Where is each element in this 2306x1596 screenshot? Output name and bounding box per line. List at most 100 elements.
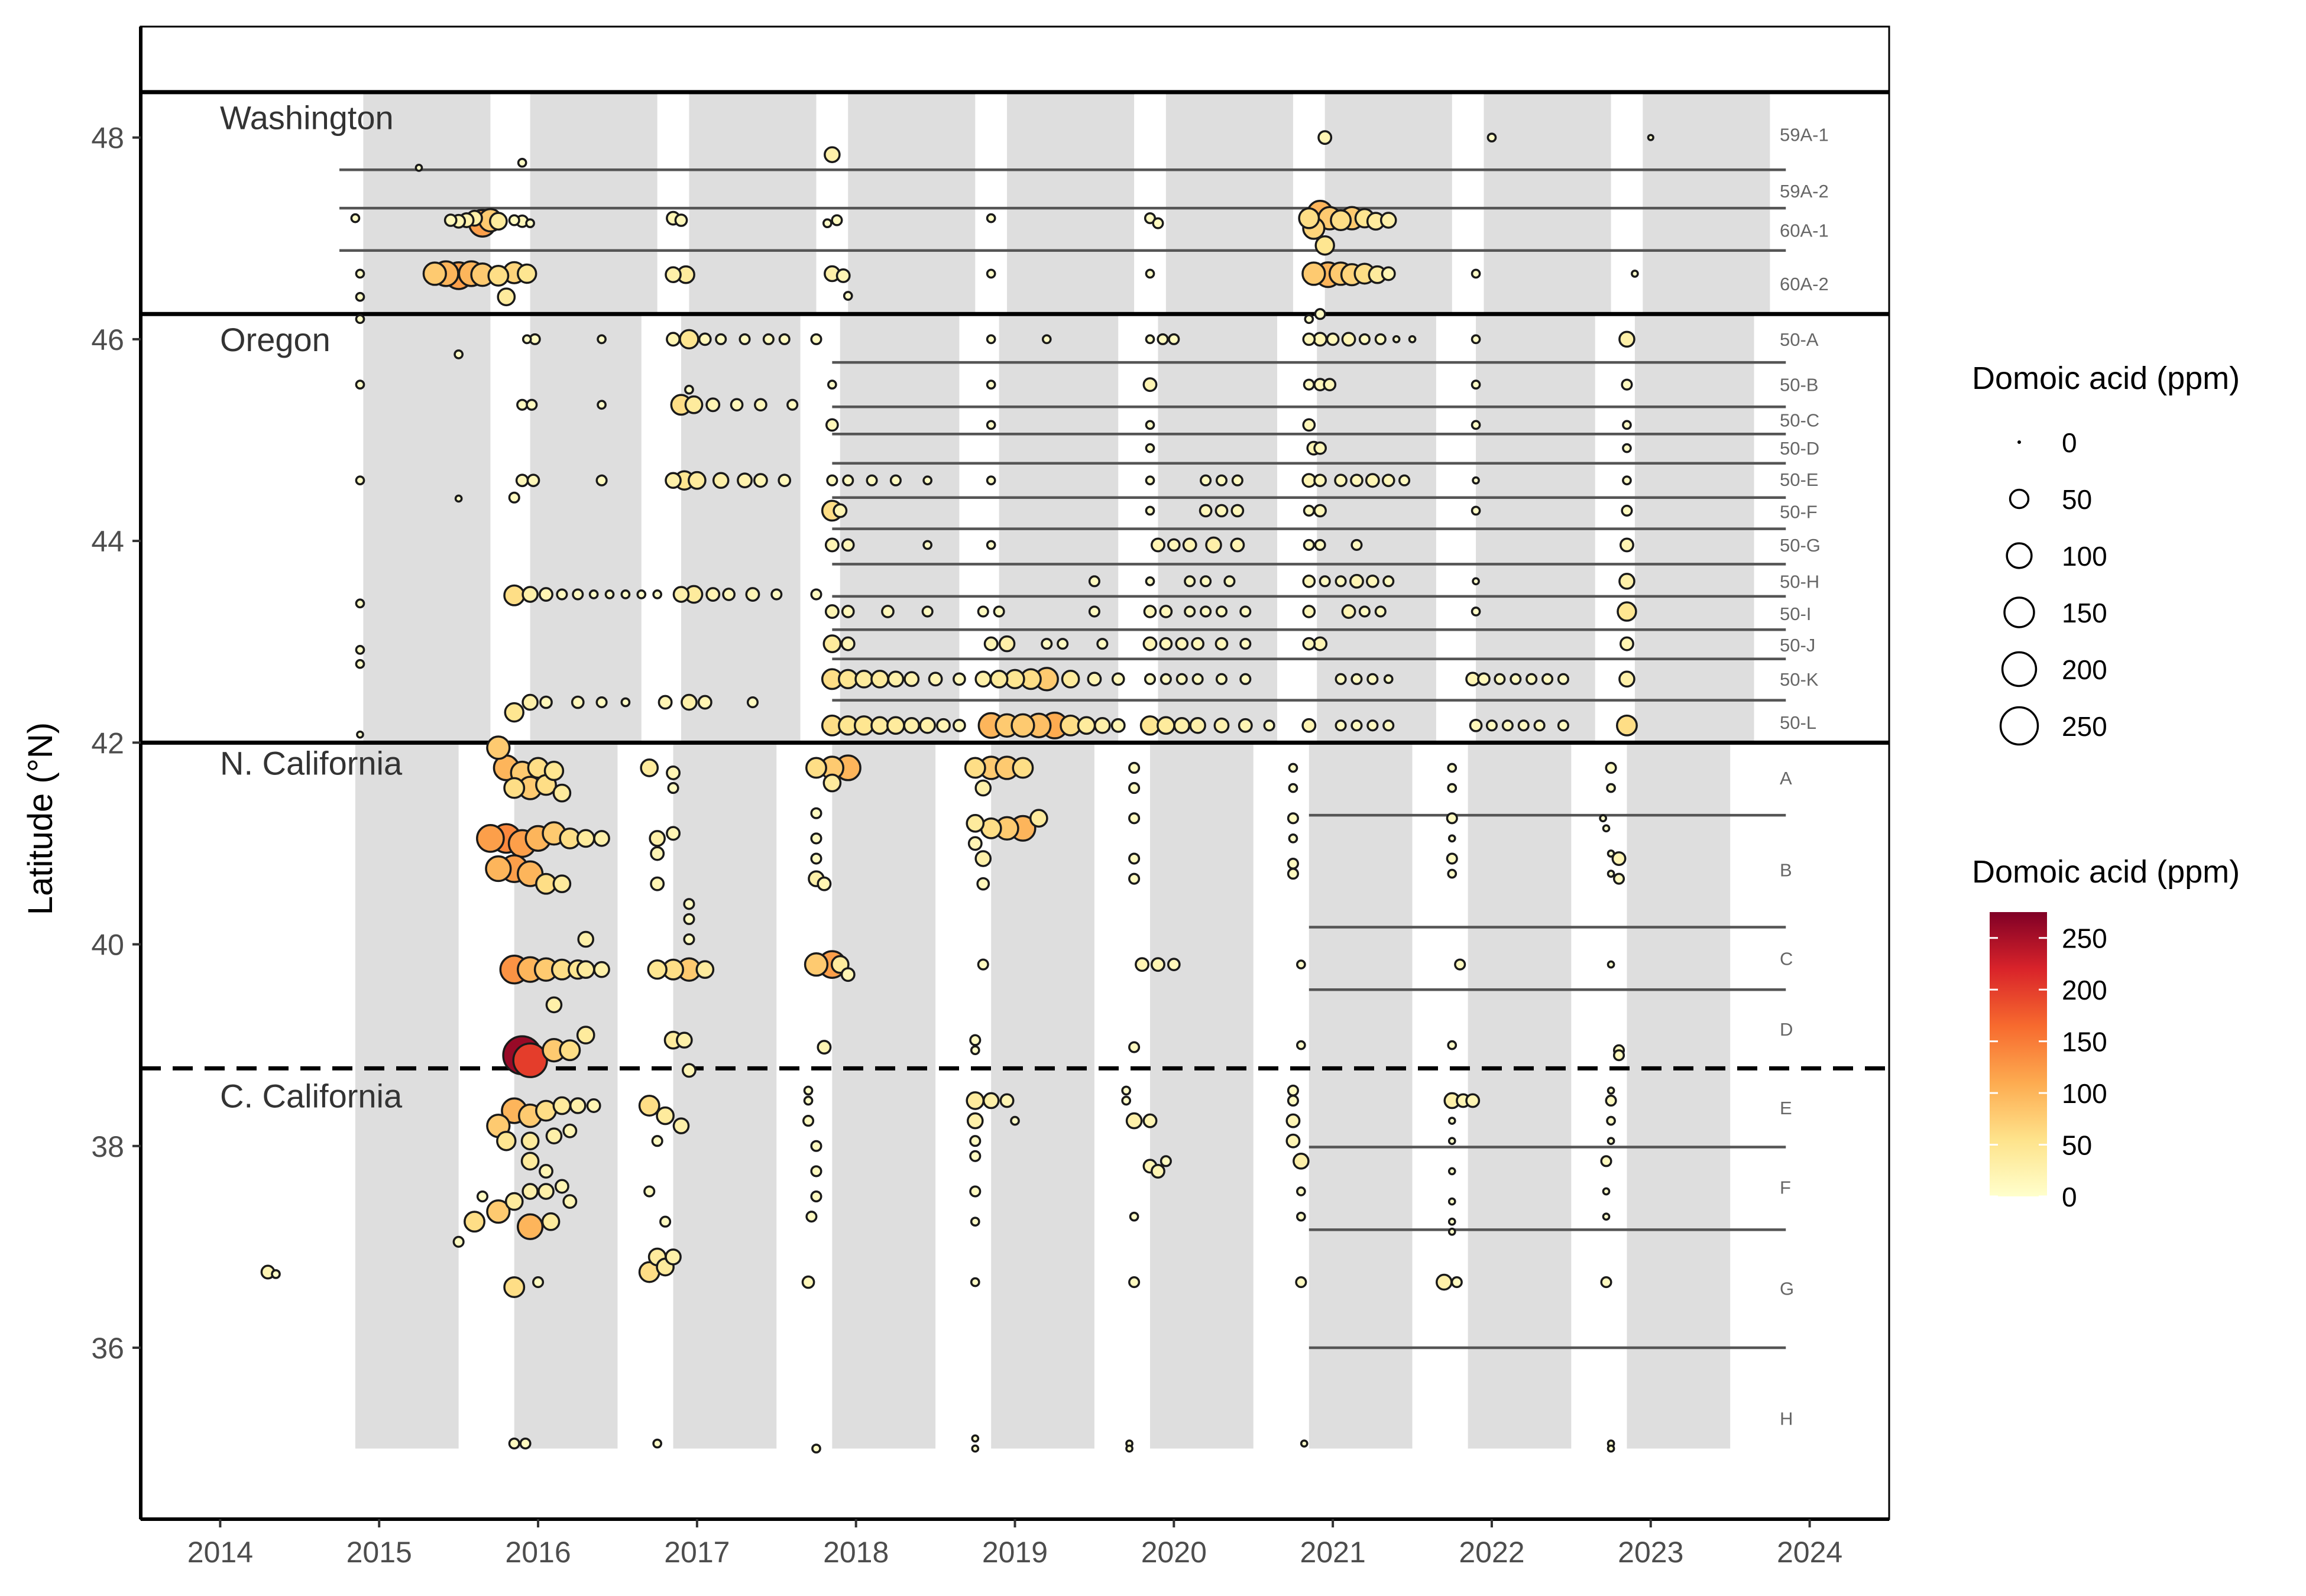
season-band	[363, 314, 491, 743]
data-point	[811, 1443, 821, 1454]
data-point	[969, 1034, 982, 1046]
season-band	[530, 314, 642, 743]
data-point	[1621, 378, 1633, 391]
data-point	[1447, 783, 1458, 793]
data-point	[556, 588, 568, 601]
data-point	[1599, 814, 1607, 823]
data-point	[1157, 333, 1169, 345]
data-point	[649, 830, 666, 847]
data-point	[1605, 1094, 1617, 1107]
data-point	[974, 779, 992, 797]
data-point	[683, 898, 695, 910]
data-point	[486, 1199, 511, 1224]
zone-label: 50-I	[1780, 604, 1811, 624]
data-point	[1607, 1444, 1615, 1453]
data-point	[1323, 378, 1337, 392]
zone-label: 50-K	[1780, 669, 1819, 690]
data-point	[543, 760, 565, 781]
data-point	[697, 695, 712, 710]
data-point	[986, 334, 996, 345]
data-point	[722, 588, 736, 601]
data-point	[715, 333, 727, 345]
data-point	[656, 1106, 675, 1125]
zone-label: 50-B	[1780, 375, 1818, 395]
data-point	[1607, 960, 1615, 969]
data-point	[1287, 857, 1299, 870]
data-point	[532, 1276, 545, 1289]
data-point	[974, 850, 992, 867]
size-legend-label: 250	[2062, 711, 2107, 742]
data-point	[1392, 335, 1401, 343]
zone-label: 50-G	[1780, 535, 1821, 556]
color-legend-title: Domoic acid (ppm)	[1972, 854, 2240, 890]
data-point	[1223, 575, 1236, 588]
data-point	[508, 491, 520, 504]
data-point	[922, 540, 933, 550]
data-point	[969, 1135, 982, 1147]
data-point	[1366, 719, 1379, 732]
data-point	[1239, 673, 1252, 685]
data-point	[1471, 379, 1481, 390]
data-point	[476, 1190, 489, 1203]
data-point	[1607, 1086, 1615, 1095]
data-point	[595, 696, 608, 709]
data-point	[1365, 473, 1380, 488]
data-point	[1287, 868, 1299, 880]
data-point	[853, 715, 875, 736]
data-point	[1622, 443, 1632, 453]
data-point	[1128, 872, 1141, 885]
data-point	[1160, 1155, 1172, 1167]
data-point	[355, 379, 365, 390]
zone-boundary-lines	[339, 168, 1786, 1350]
data-point	[665, 472, 682, 489]
data-point	[1152, 217, 1164, 229]
data-point	[1041, 334, 1052, 345]
data-point	[1471, 606, 1481, 617]
season-band	[1468, 742, 1572, 1449]
data-point	[825, 418, 839, 432]
zone-label: G	[1780, 1278, 1794, 1299]
data-point	[1200, 575, 1212, 588]
data-point	[443, 213, 458, 227]
data-point	[1494, 673, 1506, 685]
data-point	[1447, 1197, 1456, 1206]
data-point	[977, 958, 989, 971]
data-point	[643, 1185, 656, 1198]
data-point	[1618, 330, 1635, 348]
data-point	[1139, 715, 1161, 736]
data-point	[1379, 212, 1397, 229]
data-point	[562, 1123, 578, 1138]
data-point	[681, 1063, 697, 1078]
data-point	[508, 1437, 520, 1450]
data-point	[1199, 504, 1213, 518]
data-point	[1330, 209, 1352, 232]
data-point	[1606, 1115, 1616, 1126]
data-point	[827, 379, 837, 390]
data-point	[822, 218, 833, 229]
data-point	[355, 658, 365, 669]
zone-label: 50-E	[1780, 469, 1818, 490]
data-point	[487, 264, 510, 287]
data-point	[1285, 1133, 1301, 1149]
data-point	[970, 1217, 980, 1227]
data-point	[1350, 673, 1363, 685]
season-band	[355, 742, 459, 1449]
data-point	[903, 717, 921, 734]
data-point	[1446, 852, 1458, 865]
data-point	[746, 696, 759, 709]
data-point	[1005, 669, 1025, 690]
data-point	[355, 598, 365, 609]
data-point	[1189, 717, 1206, 734]
data-point	[1471, 334, 1481, 345]
data-point	[1128, 1041, 1141, 1053]
data-point	[1382, 575, 1395, 588]
data-point	[989, 669, 1009, 689]
y-tick-label: 46	[91, 323, 124, 356]
data-point	[1077, 716, 1096, 735]
data-point	[684, 384, 694, 395]
data-point	[1477, 672, 1491, 686]
zone-label: 50-A	[1780, 329, 1819, 350]
data-point	[1607, 849, 1615, 858]
data-point	[1471, 505, 1481, 516]
data-point	[1142, 1113, 1158, 1128]
